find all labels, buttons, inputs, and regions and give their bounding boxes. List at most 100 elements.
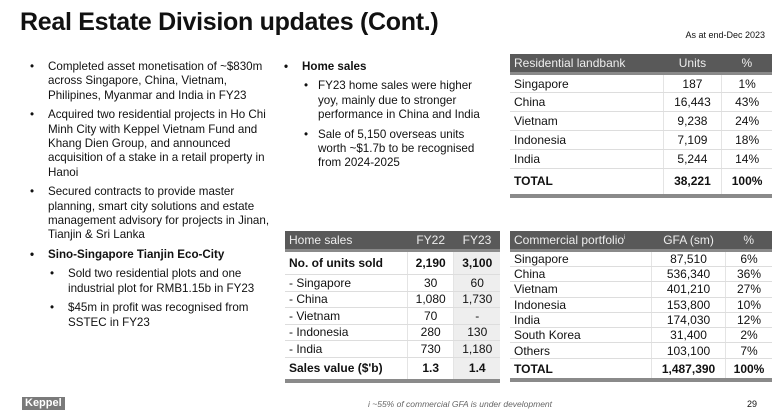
table-cell: 536,340 xyxy=(651,266,726,283)
keppel-logo: Keppel xyxy=(22,397,65,410)
sub-bullet: $45m in profit was recognised from SSTEC… xyxy=(26,301,276,330)
footnote: i ~55% of commercial GFA is under develo… xyxy=(368,399,553,409)
table-cell: 43% xyxy=(721,92,772,112)
table-cell: South Korea xyxy=(510,327,652,344)
table-cell: 6% xyxy=(725,250,772,267)
table-cell: 1.3 xyxy=(406,357,454,382)
table-cell: 1% xyxy=(721,73,772,93)
table-cell: 103,100 xyxy=(651,342,726,359)
table-cell: India xyxy=(510,149,664,169)
table-row: - Singapore 30 60 xyxy=(285,274,500,292)
table-cell: 280 xyxy=(406,324,454,341)
page-title: Real Estate Division updates (Cont.) xyxy=(20,8,439,36)
table-cell: 70 xyxy=(406,307,454,325)
home-sales-table: Home sales FY22 FY23 No. of units sold 2,19… xyxy=(285,231,500,383)
table-cell: 1.4 xyxy=(453,357,500,382)
table-row: Singapore 87,510 6% xyxy=(510,250,772,267)
table-cell: 9,238 xyxy=(662,111,722,131)
table-cell: 5,244 xyxy=(662,149,722,169)
bullet: Secured contracts to provide master plan… xyxy=(26,185,276,243)
table-row: China 536,340 36% xyxy=(510,266,772,283)
table-cell: 31,400 xyxy=(651,327,726,344)
bullet: Sino-Singapore Tianjin Eco-City xyxy=(26,248,276,263)
table-cell: 7% xyxy=(725,342,772,359)
sub-bullet: Sold two residential plots and one indus… xyxy=(26,267,276,296)
table-cell: India xyxy=(510,312,652,329)
table-row: Vietnam 9,238 24% xyxy=(510,111,772,131)
table-cell: 36% xyxy=(725,266,772,283)
table-row: - India 730 1,180 xyxy=(285,340,500,358)
table-cell: 14% xyxy=(721,149,772,169)
table-cell: 2,190 xyxy=(406,250,454,275)
table-cell: 18% xyxy=(721,130,772,150)
table-cell: - India xyxy=(285,340,408,358)
table-row: Singapore 187 1% xyxy=(510,73,772,93)
table-cell: 187 xyxy=(662,73,722,93)
table-cell: 30 xyxy=(406,274,454,292)
table-cell: 730 xyxy=(406,340,454,358)
table-row: No. of units sold 2,190 3,100 xyxy=(285,250,500,275)
table-cell: 1,080 xyxy=(406,291,454,308)
table-cell: Singapore xyxy=(510,250,652,267)
table-cell: 16,443 xyxy=(662,92,722,112)
table-cell: 100% xyxy=(725,358,772,381)
middle-column: Home sales FY23 home sales were higher y… xyxy=(280,60,495,176)
table-row: Sales value ($'b) 1.3 1.4 xyxy=(285,357,500,382)
table-cell: Vietnam xyxy=(510,281,652,298)
sub-bullet: FY23 home sales were higher yoy, mainly … xyxy=(280,79,495,122)
table-row: Indonesia 153,800 10% xyxy=(510,297,772,313)
table-row: India 5,244 14% xyxy=(510,149,772,169)
table-cell: Sales value ($'b) xyxy=(285,357,408,382)
table-row: Indonesia 7,109 18% xyxy=(510,130,772,150)
table-cell: Indonesia xyxy=(510,130,664,150)
table-row: India 174,030 12% xyxy=(510,312,772,329)
table-cell: - China xyxy=(285,291,408,308)
table-cell: No. of units sold xyxy=(285,250,408,275)
table-cell: 10% xyxy=(725,297,772,313)
left-column: Completed asset monetisation of ~$830m a… xyxy=(26,60,276,335)
table-row: TOTAL 1,487,390 100% xyxy=(510,358,772,381)
table-cell: Indonesia xyxy=(510,297,652,313)
landbank-table: Residential landbank Units% Singapore 187 1… xyxy=(510,54,772,198)
table-cell: 27% xyxy=(725,281,772,298)
table-cell: 401,210 xyxy=(651,281,726,298)
commercial-table: Commercial portfolioi GFA (sm)% Singapore… xyxy=(510,231,772,383)
as-at-date: As at end-Dec 2023 xyxy=(685,30,765,40)
table-cell: 174,030 xyxy=(651,312,726,329)
table-cell: 24% xyxy=(721,111,772,131)
table-row: - China 1,080 1,730 xyxy=(285,291,500,308)
table-cell: Others xyxy=(510,342,652,359)
table-cell: 87,510 xyxy=(651,250,726,267)
table-cell: Vietnam xyxy=(510,111,664,131)
table-row: Others 103,100 7% xyxy=(510,342,772,359)
table-row: Vietnam 401,210 27% xyxy=(510,281,772,298)
table-cell: 1,730 xyxy=(453,291,500,308)
table-cell: TOTAL xyxy=(510,358,652,381)
table-cell: 1,487,390 xyxy=(651,358,726,381)
table-cell: - Indonesia xyxy=(285,324,408,341)
page-number: 29 xyxy=(747,399,758,409)
table-cell: 3,100 xyxy=(453,250,500,275)
table-cell: - Singapore xyxy=(285,274,408,292)
table-cell: 153,800 xyxy=(651,297,726,313)
table-row: China 16,443 43% xyxy=(510,92,772,112)
table-cell: Singapore xyxy=(510,73,664,93)
table-cell: China xyxy=(510,266,652,283)
table-cell: - xyxy=(453,307,500,325)
table-cell: TOTAL xyxy=(510,168,664,196)
table-cell: 2% xyxy=(725,327,772,344)
table-cell: 1,180 xyxy=(453,340,500,358)
sub-bullet: Sale of 5,150 overseas units worth ~$1.7… xyxy=(280,128,495,171)
table-cell: China xyxy=(510,92,664,112)
table-row: South Korea 31,400 2% xyxy=(510,327,772,344)
table-cell: 12% xyxy=(725,312,772,329)
table-cell: 7,109 xyxy=(662,130,722,150)
table-cell: 100% xyxy=(721,168,772,196)
table-row: - Indonesia 280 130 xyxy=(285,324,500,341)
bullet: Completed asset monetisation of ~$830m a… xyxy=(26,60,276,103)
table-cell: 38,221 xyxy=(662,168,722,196)
table-row: TOTAL 38,221 100% xyxy=(510,168,772,196)
bullet: Acquired two residential projects in Ho … xyxy=(26,108,276,180)
table-cell: 60 xyxy=(453,274,500,292)
table-row: - Vietnam 70- xyxy=(285,307,500,325)
